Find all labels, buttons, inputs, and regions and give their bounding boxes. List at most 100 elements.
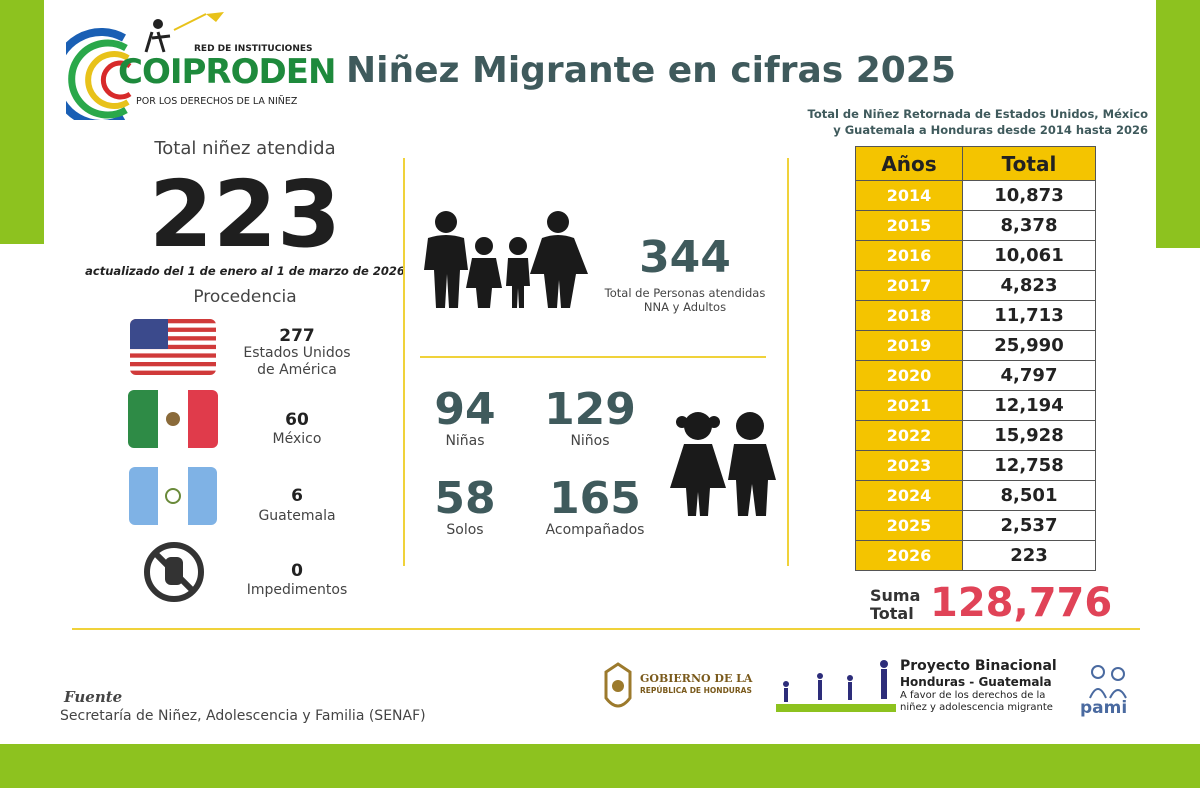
header-year: Años xyxy=(855,146,963,181)
total-cell: 11,713 xyxy=(962,300,1096,331)
years-table: Años Total 2014 10,873 2015 8,378 2016 10,061… xyxy=(855,146,1096,571)
proyecto-sub: Honduras - Guatemala xyxy=(900,675,1052,689)
year-row: 2019 25,990 xyxy=(855,330,1096,361)
green-footer-bar xyxy=(0,744,1200,788)
gobierno-line-2: REPÚBLICA DE HONDURAS xyxy=(640,686,752,695)
year-cell: 2019 xyxy=(855,330,963,361)
total-cell: 10,873 xyxy=(962,180,1096,211)
year-cell: 2014 xyxy=(855,180,963,211)
stop-hand-icon xyxy=(143,541,205,603)
total-cell: 12,758 xyxy=(962,450,1096,481)
years-table-header: Años Total xyxy=(855,146,1096,181)
total-cell: 8,501 xyxy=(962,480,1096,511)
year-cell: 2016 xyxy=(855,240,963,271)
year-row: 2014 10,873 xyxy=(855,180,1096,211)
year-cell: 2020 xyxy=(855,360,963,391)
total-cell: 8,378 xyxy=(962,210,1096,241)
ninas-label: Niñas xyxy=(445,433,485,449)
persons-value: 344 xyxy=(639,232,731,283)
total-cell: 2,537 xyxy=(962,510,1096,541)
origin-mexico-count: 60 xyxy=(285,410,309,430)
fuente-text: Secretaría de Niñez, Adolescencia y Fami… xyxy=(60,708,426,724)
subtitle-line-1: Total de Niñez Retornada de Estados Unid… xyxy=(807,107,1149,121)
origin-mexico-name: México xyxy=(272,431,322,447)
total-cell: 10,061 xyxy=(962,240,1096,271)
total-value: 223 xyxy=(148,161,342,268)
year-cell: 2024 xyxy=(855,480,963,511)
green-accent-right xyxy=(1156,0,1200,248)
updated-note: actualizado del 1 de enero al 1 de marzo… xyxy=(85,264,405,278)
year-cell: 2021 xyxy=(855,390,963,421)
year-row: 2020 4,797 xyxy=(855,360,1096,391)
children-icon xyxy=(666,408,782,518)
table-subtitle: Total de Niñez Retornada de Estados Unid… xyxy=(800,106,1149,138)
pami-logo: pami xyxy=(1074,652,1140,722)
acompanados-value: 165 xyxy=(549,473,641,524)
year-row: 2026 223 xyxy=(855,540,1096,571)
origin-usa-name: Estados Unidos de América xyxy=(217,345,377,379)
year-cell: 2015 xyxy=(855,210,963,241)
year-cell: 2022 xyxy=(855,420,963,451)
total-cell: 12,194 xyxy=(962,390,1096,421)
persons-label-line-2: NNA y Adultos xyxy=(643,300,727,314)
usa-flag-icon xyxy=(130,319,216,375)
mexico-flag-icon xyxy=(128,390,218,448)
logo-name: COIPRODEN xyxy=(118,52,336,92)
pami-figures-icon xyxy=(1089,665,1127,699)
year-row: 2021 12,194 xyxy=(855,390,1096,421)
total-cell: 223 xyxy=(962,540,1096,571)
guatemala-flag-icon xyxy=(129,467,217,525)
origin-usa-line-1: Estados Unidos xyxy=(243,345,351,361)
footer-divider xyxy=(72,628,1140,630)
year-cell: 2026 xyxy=(855,540,963,571)
divider-left xyxy=(403,158,405,566)
total-cell: 4,823 xyxy=(962,270,1096,301)
suma-label: Suma Total xyxy=(870,587,920,623)
total-cell: 15,928 xyxy=(962,420,1096,451)
logo-tagline: POR LOS DERECHOS DE LA NIÑEZ xyxy=(136,96,298,107)
year-row: 2025 2,537 xyxy=(855,510,1096,541)
logo-red-text: RED DE INSTITUCIONES xyxy=(194,44,313,54)
gobierno-logo: GOBIERNO DE LA REPÚBLICA DE HONDURAS xyxy=(598,660,758,720)
family-icon xyxy=(418,210,594,310)
suma-value: 128,776 xyxy=(930,580,1113,626)
page-title: Niñez Migrante en cifras 2025 xyxy=(346,50,956,91)
total-cell: 4,797 xyxy=(962,360,1096,391)
ninos-value: 129 xyxy=(544,384,636,435)
origin-guatemala-count: 6 xyxy=(291,486,303,506)
honduras-seal-icon xyxy=(604,662,632,708)
procedencia-label: Procedencia xyxy=(193,287,297,307)
years-table-grid: Años Total 2014 10,873 2015 8,378 2016 10,061… xyxy=(855,146,1096,571)
suma-label-line-1: Suma xyxy=(870,586,921,605)
solos-value: 58 xyxy=(434,473,496,524)
year-row: 2017 4,823 xyxy=(855,270,1096,301)
years-table-body: 2014 10,873 2015 8,378 2016 10,061 2017 4,823 20… xyxy=(855,180,1096,571)
total-label: Total niñez atendida xyxy=(154,138,336,159)
year-row: 2016 10,061 xyxy=(855,240,1096,271)
origin-usa-count: 277 xyxy=(279,326,315,346)
persons-label: Total de Personas atendidas NNA y Adulto… xyxy=(590,286,780,314)
header-total: Total xyxy=(962,146,1096,181)
origin-impedimentos-count: 0 xyxy=(291,561,303,581)
divider-right xyxy=(787,158,789,566)
year-row: 2022 15,928 xyxy=(855,420,1096,451)
total-cell: 25,990 xyxy=(962,330,1096,361)
proyecto-line-1: A favor de los derechos de la xyxy=(900,690,1046,701)
divider-middle xyxy=(420,356,766,358)
year-cell: 2018 xyxy=(855,300,963,331)
pami-text: pami xyxy=(1080,698,1128,718)
persons-label-line-1: Total de Personas atendidas xyxy=(604,286,766,300)
solos-label: Solos xyxy=(446,522,484,538)
year-row: 2023 12,758 xyxy=(855,450,1096,481)
fuente-label: Fuente xyxy=(64,688,123,706)
proyecto-line-2: niñez y adolescencia migrante xyxy=(900,702,1053,713)
coiproden-logo: RED DE INSTITUCIONES COIPRODEN POR LOS D… xyxy=(51,10,336,128)
origin-guatemala-name: Guatemala xyxy=(258,508,336,524)
year-cell: 2025 xyxy=(855,510,963,541)
subtitle-line-2: y Guatemala a Honduras desde 2014 hasta … xyxy=(833,123,1148,137)
origin-usa-line-2: de América xyxy=(257,362,337,378)
children-walking-icon xyxy=(776,660,896,712)
ninas-value: 94 xyxy=(434,384,496,435)
gobierno-line-1: GOBIERNO DE LA xyxy=(640,672,753,685)
suma-label-line-2: Total xyxy=(870,604,914,623)
